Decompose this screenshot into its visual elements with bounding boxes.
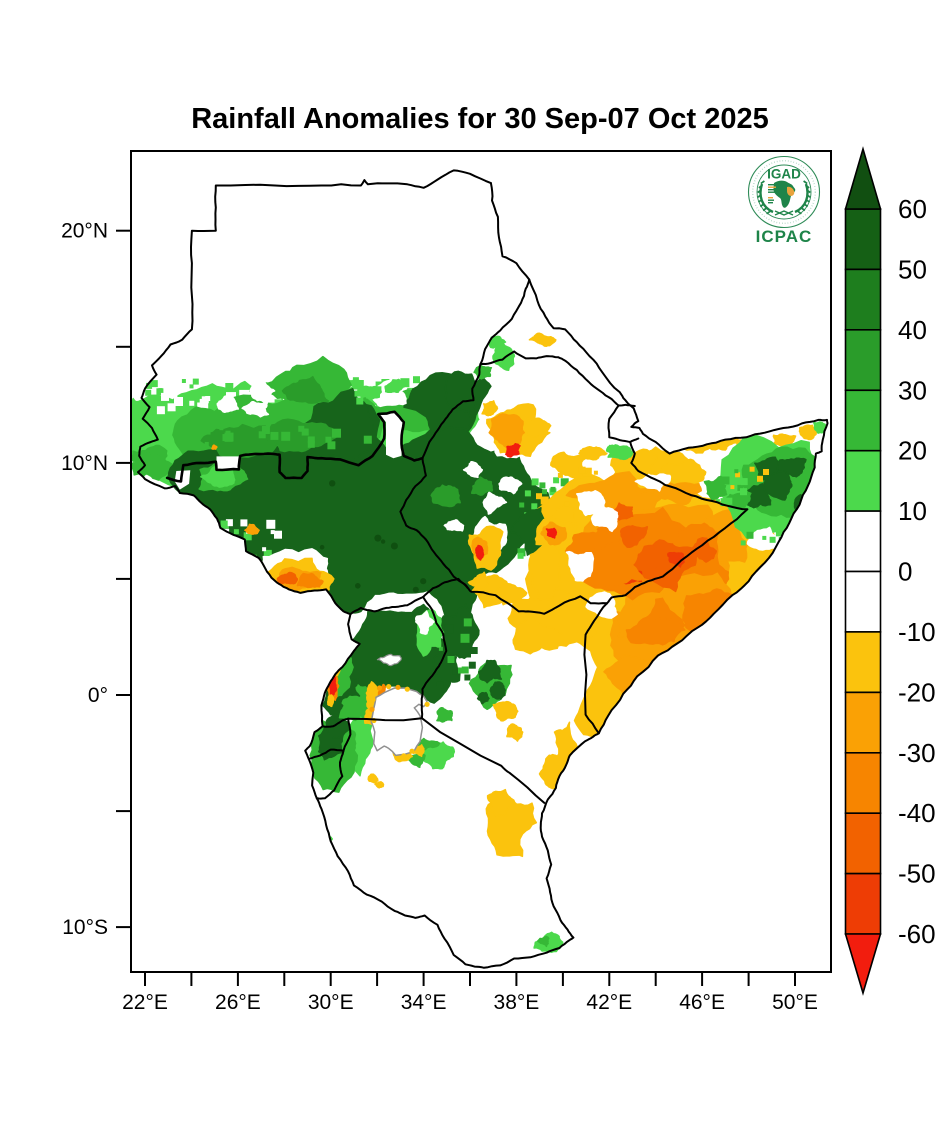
svg-text:50°E: 50°E bbox=[772, 991, 818, 1014]
svg-text:60: 60 bbox=[898, 194, 927, 224]
svg-text:20°N: 20°N bbox=[61, 220, 108, 243]
svg-text:ICPAC: ICPAC bbox=[756, 227, 813, 246]
svg-text:0: 0 bbox=[898, 557, 912, 587]
svg-text:-40: -40 bbox=[898, 798, 936, 828]
svg-text:50: 50 bbox=[898, 254, 927, 284]
svg-text:IGAD: IGAD bbox=[767, 167, 801, 182]
svg-text:10°S: 10°S bbox=[62, 916, 108, 939]
svg-text:-50: -50 bbox=[898, 859, 936, 889]
svg-text:-30: -30 bbox=[898, 738, 936, 768]
svg-text:10: 10 bbox=[898, 496, 927, 526]
svg-text:Rainfall Anomalies for 30 Sep-: Rainfall Anomalies for 30 Sep-07 Oct 202… bbox=[191, 103, 769, 135]
svg-text:10°N: 10°N bbox=[61, 452, 108, 475]
svg-text:30°E: 30°E bbox=[308, 991, 354, 1014]
svg-text:-10: -10 bbox=[898, 617, 936, 647]
svg-text:30: 30 bbox=[898, 375, 927, 405]
svg-text:26°E: 26°E bbox=[215, 991, 261, 1014]
svg-text:-20: -20 bbox=[898, 677, 936, 707]
svg-text:-60: -60 bbox=[898, 919, 936, 949]
svg-text:20: 20 bbox=[898, 436, 927, 466]
svg-text:42°E: 42°E bbox=[586, 991, 632, 1014]
svg-text:0°: 0° bbox=[88, 684, 108, 707]
svg-text:46°E: 46°E bbox=[679, 991, 725, 1014]
svg-text:40: 40 bbox=[898, 315, 927, 345]
svg-text:22°E: 22°E bbox=[122, 991, 168, 1014]
svg-text:38°E: 38°E bbox=[494, 991, 540, 1014]
svg-text:34°E: 34°E bbox=[401, 991, 447, 1014]
